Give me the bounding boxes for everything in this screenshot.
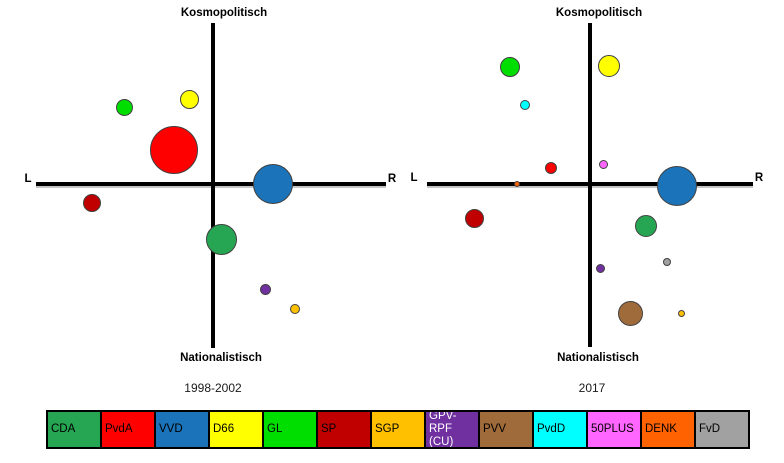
- axis-endpoint-right-label: R: [387, 173, 397, 185]
- bubble-sgp: [289, 303, 300, 314]
- legend-item-vvd: VVD: [154, 412, 208, 447]
- bubble-cda: [206, 223, 237, 255]
- legend-item-label: FvD: [699, 422, 721, 435]
- chart-period-label: 1998-2002: [184, 381, 242, 395]
- legend-item-label: CDA: [51, 422, 76, 435]
- legend-item-cda: CDA: [48, 412, 100, 447]
- legend-item-label: GL: [267, 422, 283, 435]
- bubble-gl: [116, 99, 134, 117]
- legend-item-label: VVD: [159, 422, 183, 435]
- legend-item-pvda: PvdA: [100, 412, 154, 447]
- chart-period-label: 2017: [578, 381, 606, 395]
- bubble-gl: [500, 57, 521, 78]
- y-axis-line: [588, 23, 592, 347]
- legend-item-denk: DENK: [640, 412, 694, 447]
- party-legend: CDA PvdA VVD D66 GL SP SGP GPV-RPF (CU) PVV PvdD 5…: [46, 410, 750, 449]
- axis-title-nationalistisch: Nationalistisch: [180, 352, 262, 364]
- bubble-d66: [597, 54, 620, 77]
- bubble-50plus: [599, 160, 609, 170]
- y-axis-line: [211, 23, 215, 348]
- bubble-d66: [179, 90, 199, 110]
- legend-item-gl: GL: [262, 412, 316, 447]
- bubble-pvda: [149, 125, 198, 174]
- legend-item-sgp: SGP: [370, 412, 424, 447]
- bubble-pvda: [544, 161, 557, 174]
- bubble-denk: [513, 181, 520, 187]
- legend-item-sp: SP: [316, 412, 370, 447]
- bubble-cda: [635, 215, 658, 238]
- bubble-vvd: [656, 165, 697, 206]
- axis-endpoint-right-label: R: [754, 172, 764, 184]
- legend-item-label: PvdA: [105, 422, 133, 435]
- legend-item-label: DENK: [645, 422, 677, 435]
- bubble-gpv-rpf-cu: [260, 283, 272, 295]
- bubble-vvd: [252, 164, 293, 204]
- bubble-gpv-rpf-cu: [595, 263, 605, 273]
- legend-item-pvv: PVV: [478, 412, 532, 447]
- axis-title-kosmopolitisch: Kosmopolitisch: [180, 7, 268, 19]
- legend-item-label: PVV: [483, 422, 507, 435]
- bubble-pvdd: [520, 99, 531, 110]
- legend-item-label: SP: [321, 422, 337, 435]
- legend-item-d66: D66: [208, 412, 262, 447]
- legend-item-label: 50PLUS: [591, 422, 634, 435]
- axis-title-kosmopolitisch: Kosmopolitisch: [555, 7, 643, 19]
- axis-endpoint-left-label: L: [410, 172, 418, 184]
- bubble-fvd: [662, 257, 671, 266]
- legend-item-label: PvdD: [537, 422, 566, 435]
- bubble-sp: [83, 194, 102, 213]
- legend-item-50plus: 50PLUS: [586, 412, 640, 447]
- legend-item-fvd: FvD: [694, 412, 748, 447]
- legend-item-label: D66: [213, 422, 235, 435]
- axis-endpoint-left-label: L: [24, 173, 32, 185]
- legend-item-gpv-rpf-cu: GPV-RPF (CU): [424, 412, 478, 447]
- axis-title-nationalistisch: Nationalistisch: [557, 352, 639, 364]
- legend-item-label: GPV-RPF (CU): [429, 412, 457, 447]
- bubble-sgp: [678, 310, 686, 318]
- legend-item-pvdd: PvdD: [532, 412, 586, 447]
- bubble-sp: [464, 208, 484, 228]
- legend-item-label: SGP: [375, 422, 400, 435]
- bubble-pvv: [618, 301, 644, 327]
